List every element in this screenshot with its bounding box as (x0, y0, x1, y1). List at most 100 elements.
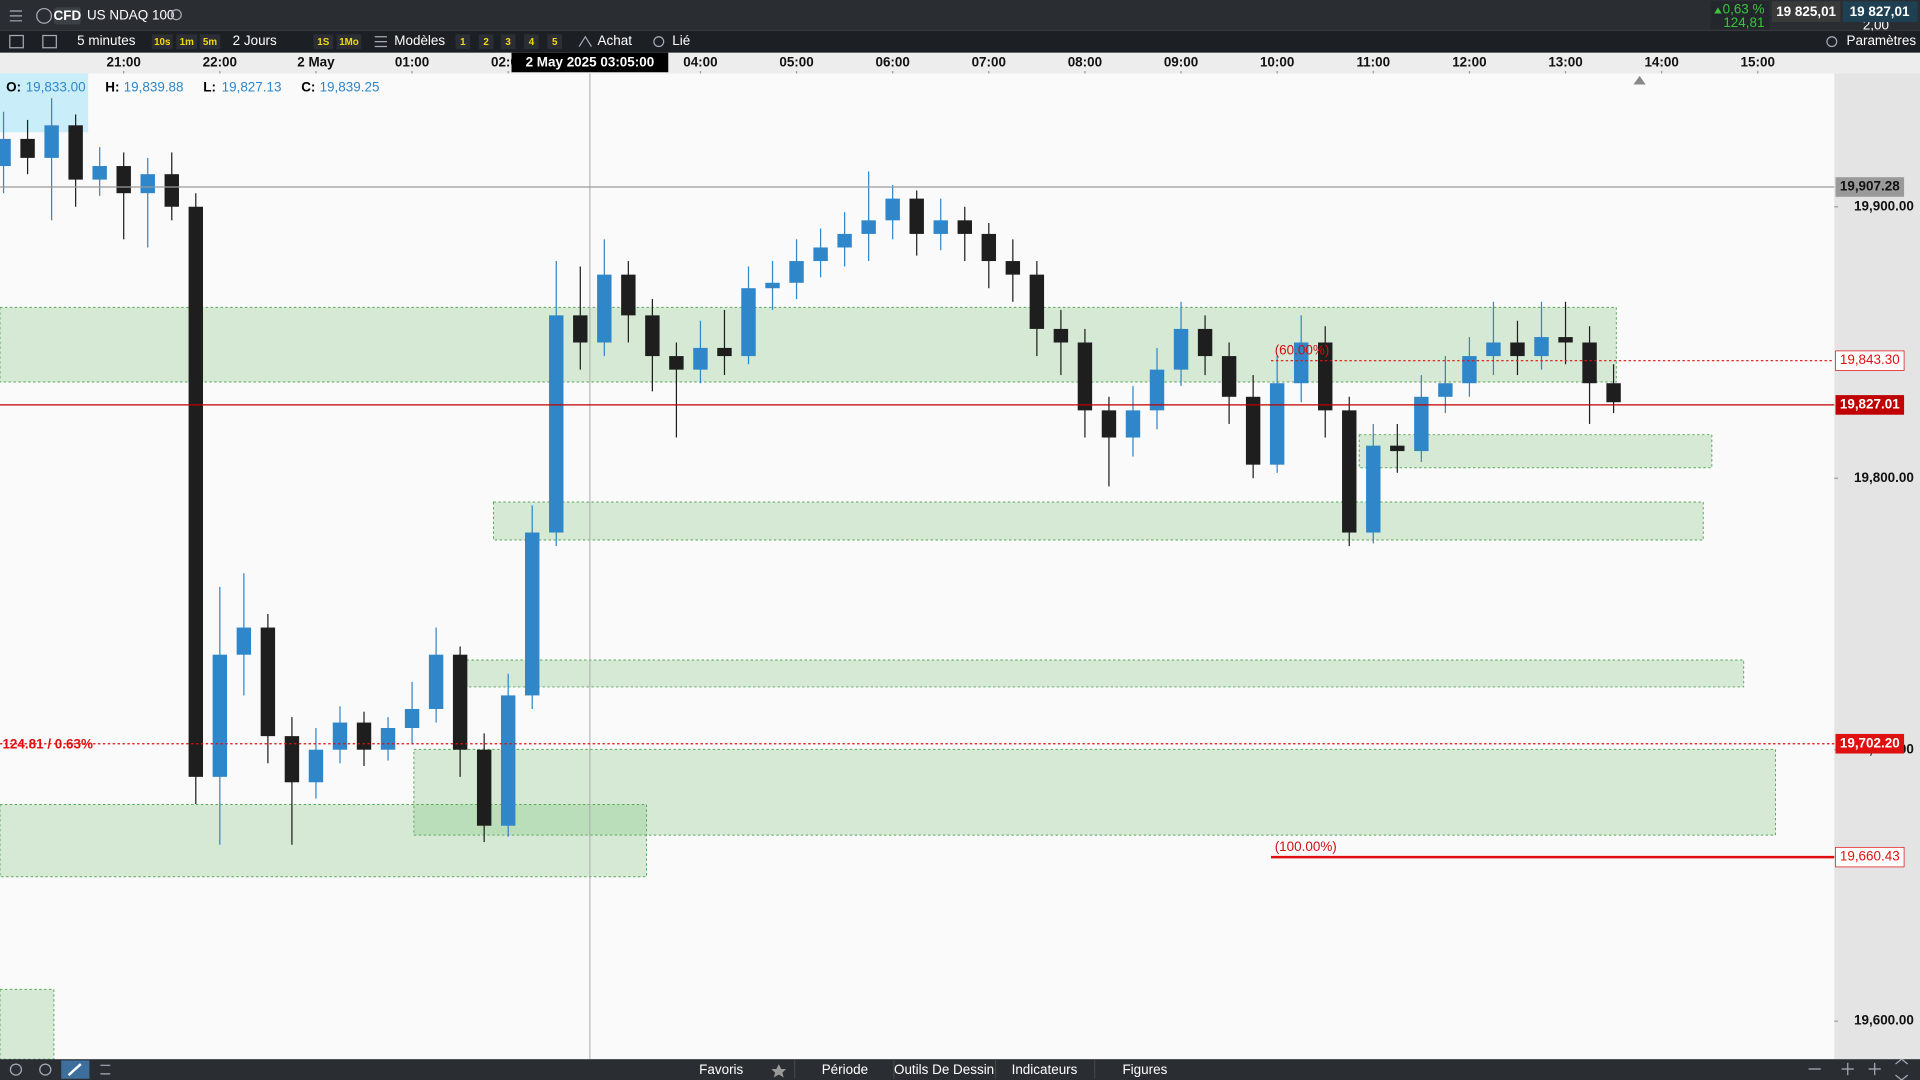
btn-bg (455, 34, 471, 49)
candle-body (284, 736, 300, 783)
candle-body (1486, 342, 1501, 357)
buy[interactable]: Achat (598, 33, 633, 48)
candle-body (1173, 328, 1189, 370)
slots: 1 2 3 4 5 (455, 34, 563, 49)
sort-icon[interactable] (100, 1064, 111, 1075)
templates-icon (374, 36, 387, 48)
tabs: Favoris Période Outils De Dessin Indicat… (699, 1060, 1168, 1079)
crosshair-label: 2 May 2025 03:05:00 (526, 55, 655, 70)
candle-body (1510, 342, 1525, 357)
candle-body (116, 166, 131, 194)
candle-body (44, 125, 59, 158)
candle-body (308, 749, 324, 783)
change-pct: 0,63 % (1723, 1, 1765, 16)
btn-bg (313, 34, 334, 49)
level-label-bg (1835, 846, 1905, 868)
candle-body (1558, 337, 1573, 343)
slot[interactable]: 3 (505, 37, 511, 48)
search-icon[interactable] (170, 9, 182, 21)
up-arrow (1714, 7, 1722, 14)
bid-box[interactable] (1771, 1, 1841, 23)
tab[interactable]: Période (822, 1062, 868, 1077)
tab[interactable]: Indicateurs (1012, 1062, 1078, 1077)
btn-bg (151, 34, 173, 49)
menu-icon[interactable] (9, 10, 23, 22)
btn-bg (199, 34, 221, 49)
candle-body (1293, 342, 1309, 384)
instrument[interactable]: US NDAQ 100 (87, 7, 174, 22)
selection-highlight (0, 73, 89, 133)
refresh-icon[interactable] (9, 1063, 23, 1076)
level-label-bg (1835, 350, 1905, 371)
zone (461, 659, 1745, 688)
fib-label: (60.00%) (1275, 342, 1330, 357)
readout-key: C: (301, 80, 315, 95)
x-tick-label: 10:00 (1260, 55, 1294, 70)
quick-range[interactable]: 1Mo (339, 37, 359, 48)
candle-body (933, 220, 948, 234)
candle-body (597, 274, 612, 343)
candle-body (92, 166, 107, 180)
period[interactable]: 5 minutes (77, 33, 136, 48)
slot[interactable]: 4 (529, 37, 535, 48)
tab[interactable]: Figures (1122, 1062, 1167, 1077)
quick-period[interactable]: 10s (154, 37, 171, 48)
tab[interactable]: Favoris (699, 1062, 743, 1077)
candle-body (957, 220, 972, 234)
btn-bg (176, 34, 198, 49)
candle-body (332, 722, 348, 750)
ask-box[interactable] (1842, 1, 1918, 23)
x-tick-label: 05:00 (779, 55, 813, 70)
candle-body (236, 627, 252, 655)
settings[interactable]: Paramètres (1847, 33, 1917, 48)
btn-bg (524, 34, 539, 49)
tab[interactable]: Outils De Dessin (894, 1062, 994, 1077)
candle-body (380, 727, 396, 750)
ask: 19 827,01 (1850, 4, 1910, 19)
level-label: 19,827.01 (1840, 396, 1900, 411)
quick-range[interactable]: 1S (317, 37, 329, 48)
candle-body (1414, 396, 1429, 452)
panel-icon[interactable] (9, 34, 24, 49)
level-label: 19,907.28 (1840, 179, 1900, 194)
candle-body (164, 174, 179, 207)
link-icon (653, 36, 665, 48)
candle-body (356, 722, 372, 750)
slot[interactable]: 5 (552, 37, 558, 48)
candle-body (404, 708, 420, 728)
candle-body (1005, 261, 1021, 275)
range[interactable]: 2 Jours (233, 33, 277, 48)
candle-body (1342, 410, 1357, 533)
fib-label: (100.00%) (1275, 839, 1337, 854)
candle-body (1077, 342, 1093, 411)
zone (413, 748, 1776, 836)
candle-body (0, 138, 11, 167)
x-tick-label: 08:00 (1068, 55, 1102, 70)
quick-period[interactable]: 1m (180, 37, 194, 48)
zone (492, 501, 1704, 541)
slot[interactable]: 2 (483, 37, 489, 48)
zone (0, 306, 1617, 383)
candle-body (693, 347, 708, 370)
quick-period[interactable]: 5m (203, 37, 217, 48)
settings-icon (1826, 36, 1838, 48)
templates[interactable]: Modèles (394, 33, 445, 48)
zoom-icons[interactable] (1808, 1058, 1909, 1080)
x-tick-label: 15:00 (1741, 55, 1775, 70)
candle-body (885, 198, 900, 221)
link[interactable]: Lié (672, 33, 690, 48)
candle-body (981, 233, 997, 262)
candle-body (188, 206, 204, 777)
hide-icon[interactable] (39, 1063, 52, 1076)
level-label: 19,702.20 (1840, 735, 1900, 750)
y-tick-label: 19,900.00 (1854, 198, 1914, 213)
slot[interactable]: 1 (460, 37, 466, 48)
x-tick-label: 07:00 (972, 55, 1006, 70)
candle-body (861, 220, 876, 234)
candle-body (765, 282, 780, 289)
star-icon[interactable] (771, 1064, 787, 1078)
layout-icon[interactable] (42, 34, 57, 49)
candle-body (1053, 328, 1069, 343)
candle-body (452, 654, 468, 750)
candle-body (1438, 383, 1453, 397)
